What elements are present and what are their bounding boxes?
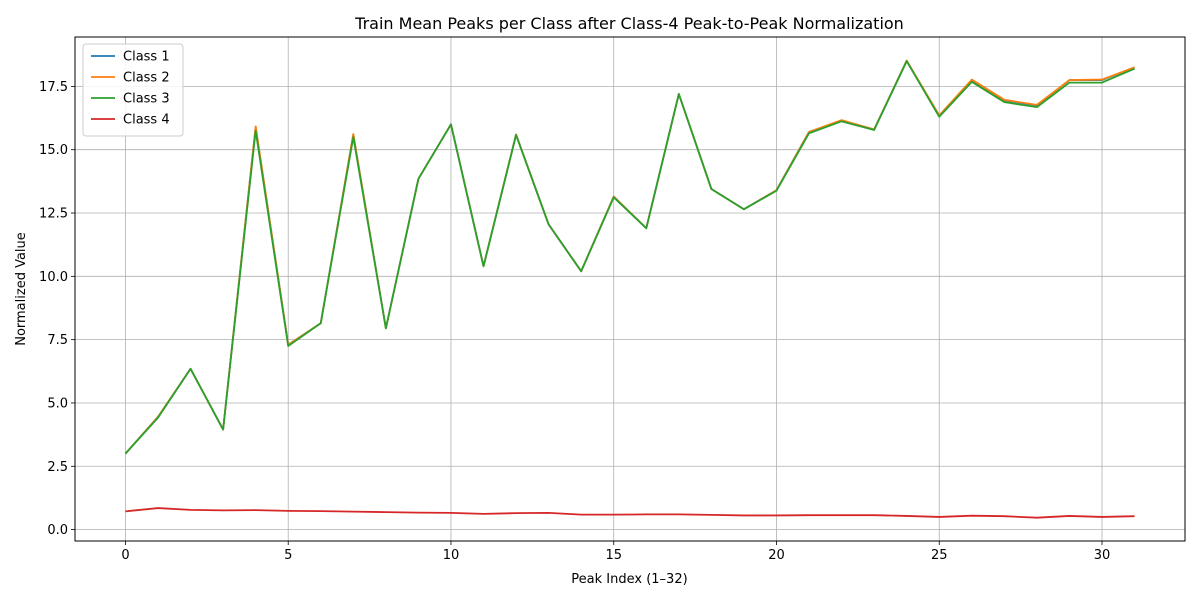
- legend-box: [82, 43, 184, 137]
- y-axis-label: Normalized Value: [14, 232, 29, 346]
- plot-area-frame: [74, 36, 1186, 542]
- x-tick-label: 5: [284, 548, 292, 563]
- y-tick-label: 5.0: [47, 396, 68, 411]
- axis-ticks: 0 5 10 15 20 25 30 0.0 2.5 5.0 7.5 10.0 12.5 15.0 17.5: [39, 80, 1110, 563]
- y-tick-label: 15.0: [39, 143, 68, 158]
- series-line-class-3: [124, 60, 1135, 455]
- x-tick-label: 30: [1094, 548, 1111, 563]
- x-tick-label: 20: [768, 548, 785, 563]
- y-tick-label: 10.0: [39, 270, 68, 285]
- y-tick-label: 0.0: [47, 523, 68, 538]
- x-axis-label: Peak Index (1–32): [571, 572, 687, 587]
- x-tick-label: 0: [121, 548, 129, 563]
- legend: Class 1 Class 2 Class 3 Class 4: [82, 43, 184, 137]
- x-tick-label: 10: [443, 548, 460, 563]
- chart-title: Train Mean Peaks per Class after Class-4…: [354, 14, 904, 33]
- series-line-class-4: [125, 507, 1135, 519]
- x-tick-label: 25: [931, 548, 948, 563]
- legend-label: Class 1: [123, 50, 170, 65]
- y-tick-label: 7.5: [47, 333, 68, 348]
- grid-lines: [75, 37, 1185, 541]
- y-tick-label: 12.5: [39, 207, 68, 222]
- y-tick-label: 2.5: [47, 460, 68, 475]
- legend-label: Class 4: [123, 113, 170, 128]
- x-tick-label: 15: [605, 548, 622, 563]
- legend-label: Class 3: [123, 92, 170, 107]
- legend-label: Class 2: [123, 71, 170, 86]
- series-lines: [124, 59, 1135, 519]
- y-tick-label: 17.5: [39, 80, 68, 95]
